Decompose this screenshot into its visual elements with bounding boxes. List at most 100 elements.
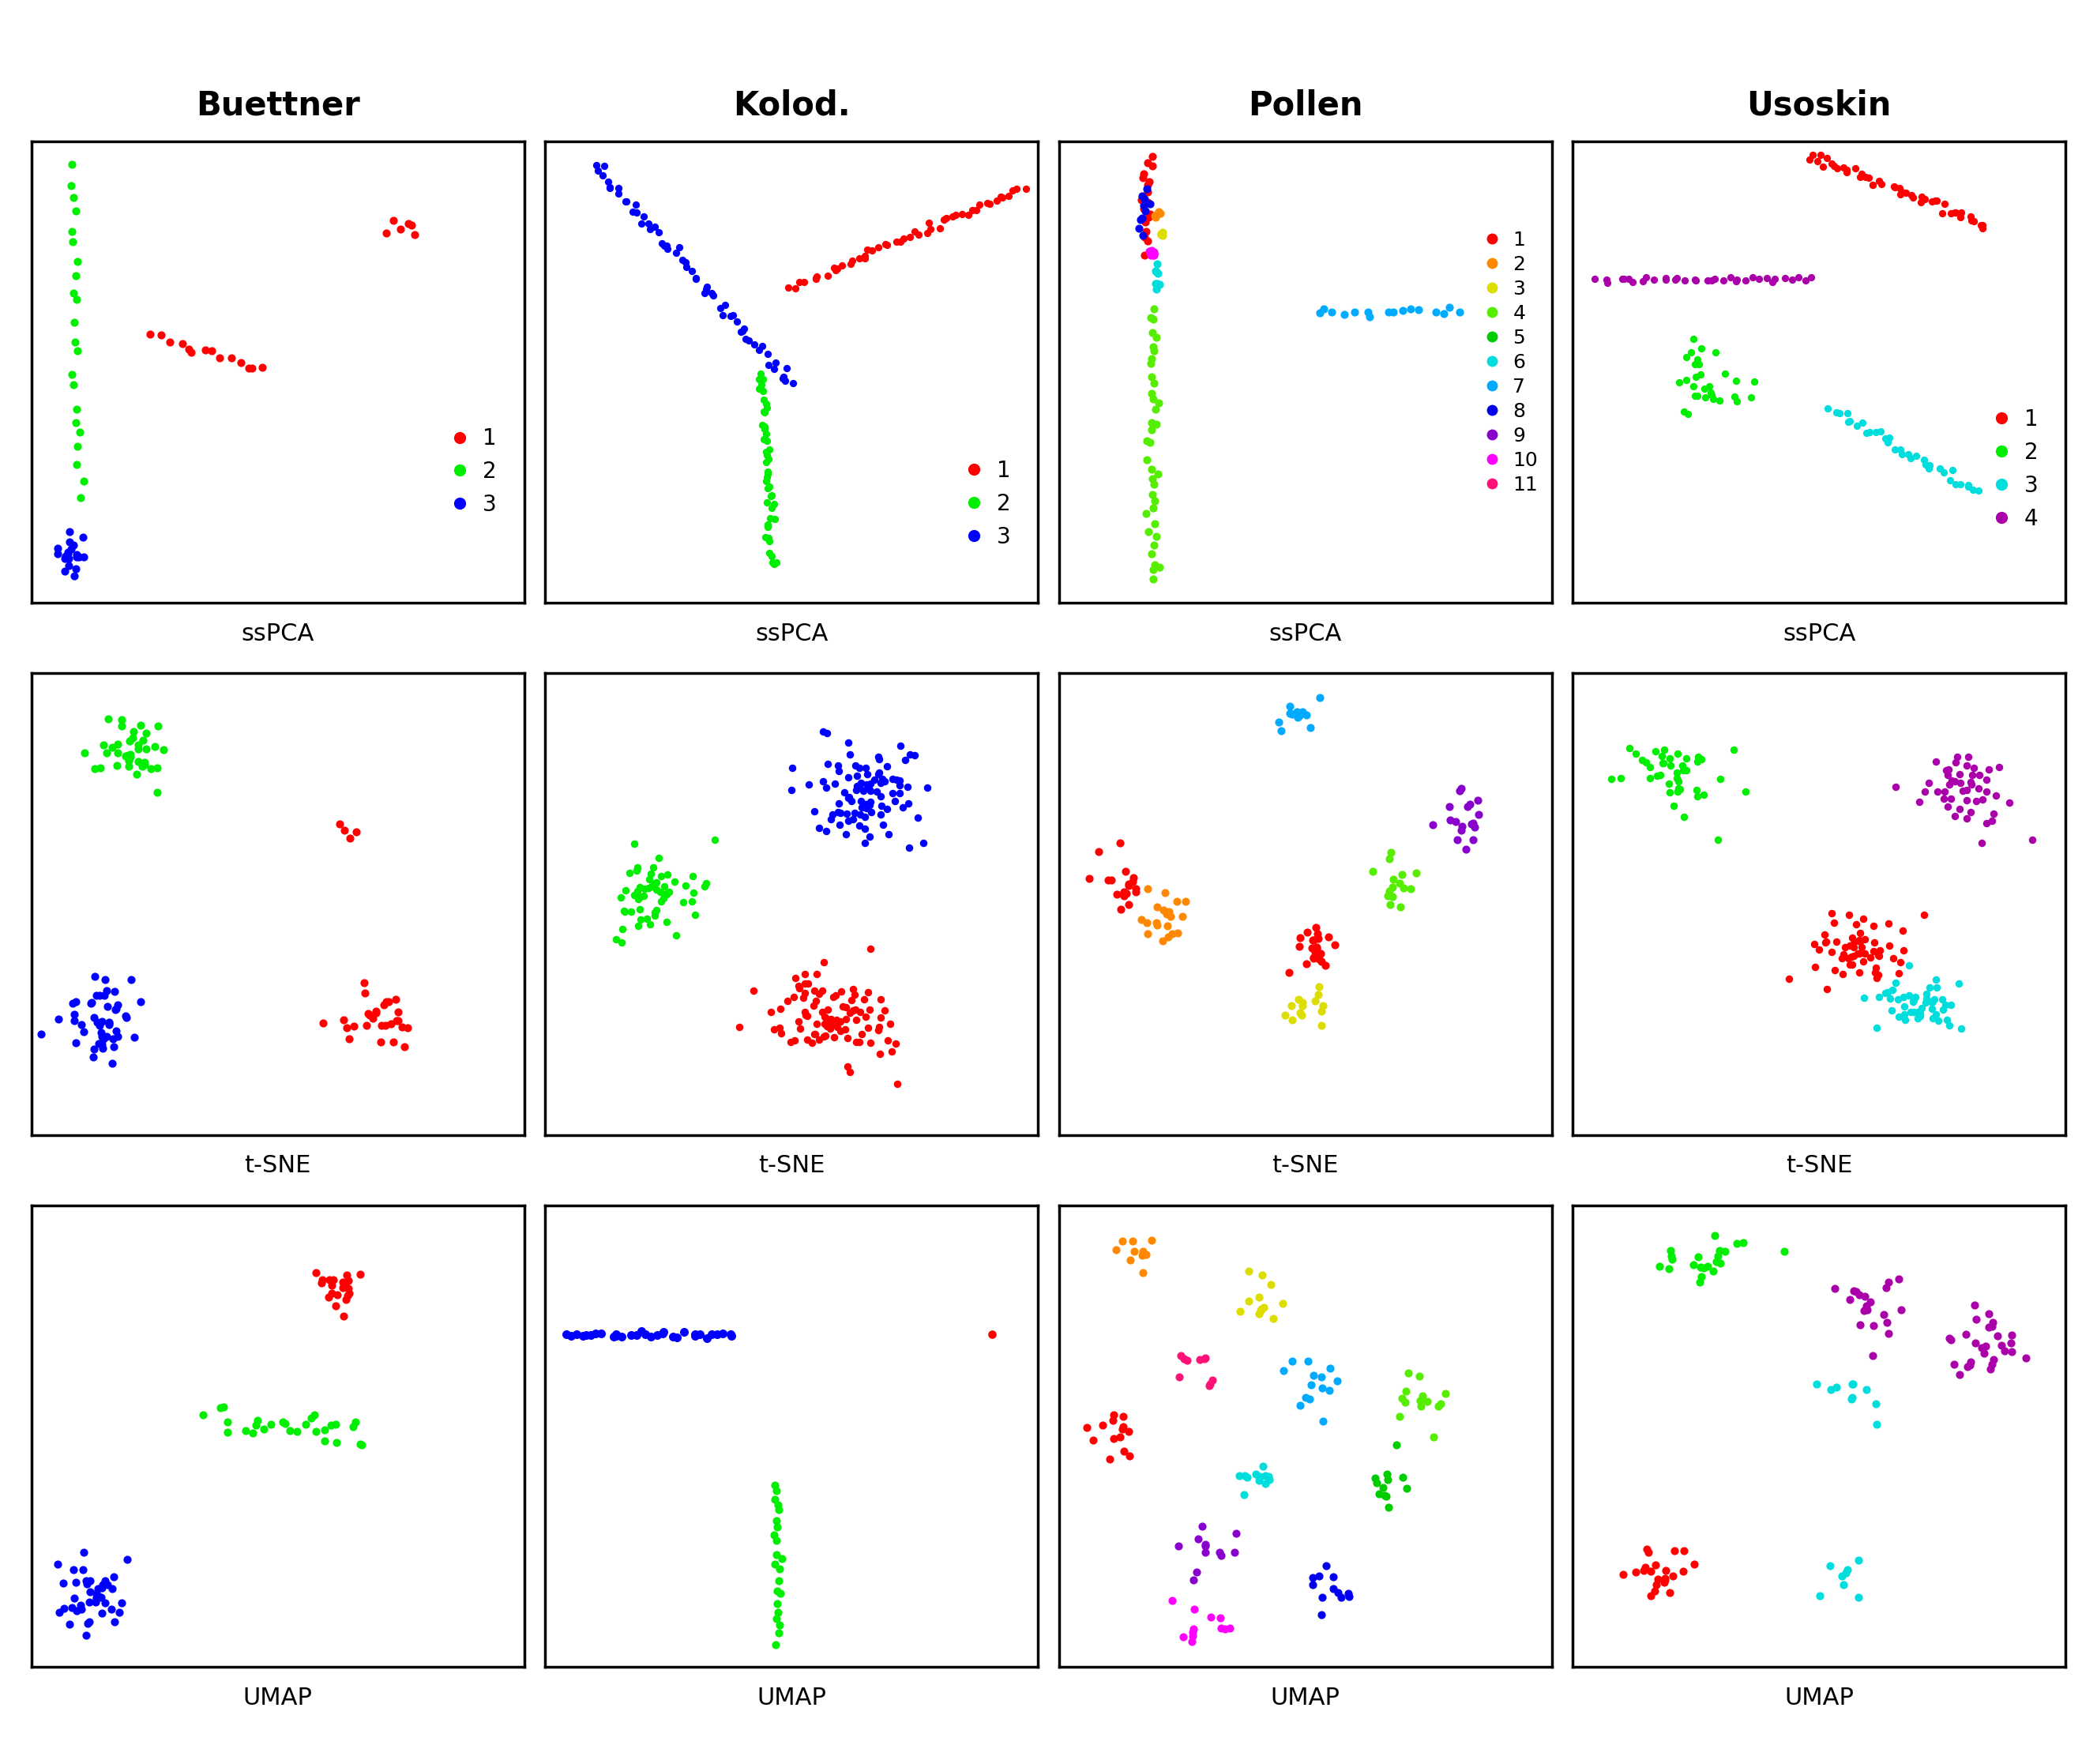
Point bbox=[1829, 155, 1862, 183]
Point bbox=[1854, 418, 1887, 446]
Point bbox=[728, 314, 761, 342]
Point bbox=[910, 219, 944, 247]
Point bbox=[1134, 303, 1168, 332]
Point bbox=[1145, 220, 1179, 249]
Point bbox=[1304, 997, 1338, 1025]
Point bbox=[206, 1394, 239, 1422]
Point bbox=[111, 746, 145, 774]
Point bbox=[348, 968, 382, 997]
Point bbox=[1231, 1462, 1264, 1491]
Point bbox=[879, 228, 912, 256]
Point bbox=[1959, 1305, 1992, 1334]
Point bbox=[67, 524, 101, 552]
Point bbox=[1682, 381, 1715, 409]
Point bbox=[891, 773, 925, 801]
Point bbox=[1894, 445, 1927, 473]
Point bbox=[61, 337, 94, 365]
Point bbox=[1667, 803, 1701, 831]
Point bbox=[893, 834, 927, 863]
Point bbox=[1103, 829, 1137, 857]
Point bbox=[893, 739, 927, 767]
Point bbox=[1292, 1348, 1325, 1376]
Point bbox=[650, 907, 684, 935]
Point bbox=[92, 1009, 126, 1037]
Point bbox=[1130, 178, 1164, 206]
Point bbox=[700, 1319, 734, 1348]
Point bbox=[306, 1265, 340, 1293]
Point bbox=[1590, 266, 1623, 295]
Point bbox=[1399, 859, 1432, 887]
Point bbox=[623, 873, 656, 901]
Point bbox=[1841, 940, 1875, 968]
Point bbox=[1701, 826, 1734, 854]
Point bbox=[1384, 861, 1418, 889]
Point bbox=[608, 898, 642, 926]
Point bbox=[849, 790, 883, 818]
Point bbox=[812, 1011, 845, 1039]
Point bbox=[784, 1014, 818, 1043]
Point bbox=[650, 231, 684, 259]
Point bbox=[1894, 998, 1927, 1027]
Point bbox=[1218, 1519, 1252, 1547]
Point bbox=[1822, 399, 1856, 427]
Point bbox=[59, 261, 92, 289]
Point bbox=[1374, 877, 1407, 905]
Point bbox=[608, 877, 642, 905]
Point bbox=[604, 928, 637, 956]
Point bbox=[644, 863, 677, 891]
Point bbox=[1313, 1376, 1346, 1404]
Point bbox=[1290, 1383, 1323, 1411]
Point bbox=[1843, 1311, 1877, 1339]
Point bbox=[1944, 794, 1977, 822]
Point bbox=[830, 1025, 864, 1053]
Point bbox=[602, 175, 635, 203]
Point bbox=[1862, 168, 1896, 196]
Point bbox=[1139, 395, 1172, 423]
Point bbox=[847, 815, 881, 843]
Point bbox=[1629, 263, 1663, 291]
Point bbox=[621, 884, 654, 912]
Point bbox=[598, 1323, 631, 1351]
Point bbox=[883, 732, 916, 760]
Point bbox=[1663, 369, 1696, 397]
Point bbox=[1858, 418, 1891, 446]
Point bbox=[109, 1002, 143, 1030]
Point bbox=[1684, 744, 1717, 773]
Point bbox=[1843, 928, 1877, 956]
Point bbox=[268, 1409, 302, 1438]
Point bbox=[99, 1607, 132, 1635]
Point bbox=[1376, 882, 1409, 910]
Point bbox=[1908, 988, 1942, 1016]
Point bbox=[1241, 1284, 1275, 1312]
Point bbox=[101, 1023, 134, 1051]
Point bbox=[109, 741, 143, 769]
Point bbox=[1126, 161, 1160, 189]
Text: UMAP: UMAP bbox=[243, 1686, 312, 1709]
Point bbox=[315, 1279, 348, 1307]
Point bbox=[923, 213, 956, 242]
Point bbox=[612, 859, 646, 887]
Point bbox=[872, 820, 906, 848]
Point bbox=[1887, 993, 1921, 1021]
Point bbox=[822, 797, 856, 826]
Point bbox=[1814, 900, 1847, 928]
Point bbox=[1302, 946, 1336, 974]
Point bbox=[1134, 379, 1168, 407]
Point bbox=[874, 1037, 908, 1065]
Point bbox=[614, 1321, 648, 1349]
Point bbox=[1579, 265, 1613, 293]
Point bbox=[1332, 1582, 1365, 1611]
Point bbox=[1885, 1297, 1919, 1325]
Point bbox=[1386, 1385, 1420, 1413]
Point bbox=[1625, 746, 1659, 774]
Point bbox=[814, 1005, 847, 1034]
Point bbox=[694, 1321, 728, 1349]
Point bbox=[1690, 266, 1724, 295]
Point bbox=[84, 1582, 117, 1611]
Point bbox=[830, 783, 864, 811]
Point bbox=[1204, 1603, 1237, 1632]
Point bbox=[818, 769, 851, 797]
Point bbox=[824, 810, 858, 838]
Point bbox=[749, 437, 782, 466]
Point bbox=[86, 1034, 120, 1062]
